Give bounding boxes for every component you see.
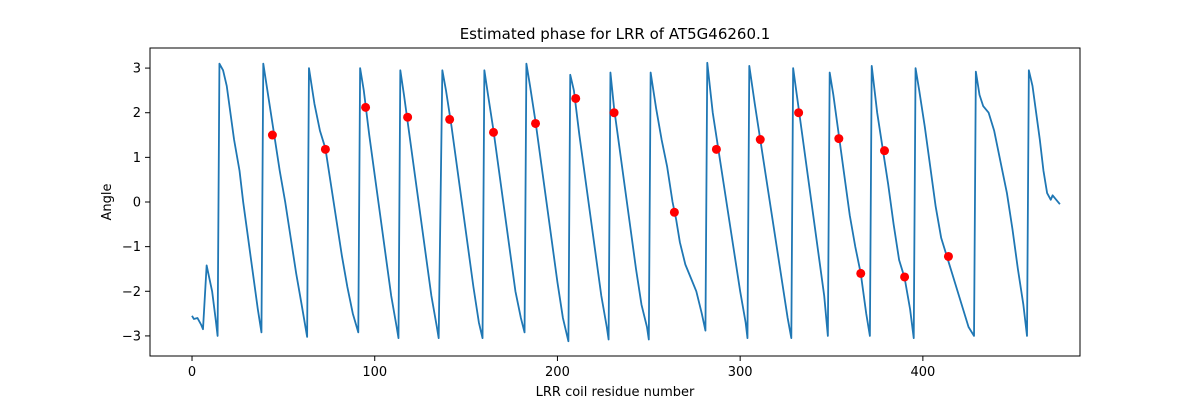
scatter-point bbox=[880, 146, 889, 156]
x-tick-label: 200 bbox=[545, 365, 570, 380]
scatter-point bbox=[609, 108, 619, 118]
scatter-point bbox=[943, 251, 953, 261]
y-tick-label: −2 bbox=[122, 285, 141, 300]
scatter-point bbox=[531, 118, 541, 128]
plot-area: 0 100 200 300 400 −3 −2 −1 0 1 2 3 bbox=[122, 47, 1081, 380]
scatter-point bbox=[403, 112, 413, 122]
x-tick-label: 100 bbox=[362, 365, 387, 380]
scatter-point bbox=[794, 108, 804, 118]
scatter-point bbox=[489, 127, 498, 137]
scatter-point bbox=[834, 134, 844, 144]
scatter-point bbox=[755, 135, 765, 145]
axes-frame bbox=[149, 47, 1081, 357]
x-tick-label: 300 bbox=[728, 365, 753, 380]
y-tick-label: 3 bbox=[133, 62, 141, 77]
scatter-point bbox=[320, 144, 330, 154]
y-tick-label: 1 bbox=[133, 151, 141, 166]
y-tick-label: 0 bbox=[133, 196, 141, 211]
y-axis-ticks: −3 −2 −1 0 1 2 3 bbox=[122, 62, 150, 344]
y-axis-label: Angle bbox=[100, 184, 115, 221]
line-series bbox=[191, 61, 1061, 343]
x-axis-ticks: 0 100 200 300 400 bbox=[188, 356, 935, 380]
scatter-point bbox=[361, 102, 371, 112]
phase-line bbox=[191, 61, 1061, 343]
scatter-point bbox=[445, 114, 455, 124]
y-tick-label: −1 bbox=[122, 240, 141, 255]
scatter-point bbox=[571, 93, 581, 103]
scatter-series bbox=[267, 93, 953, 282]
x-axis-label: LRR coil residue number bbox=[536, 385, 695, 400]
scatter-point bbox=[267, 130, 277, 140]
y-tick-label: −3 bbox=[122, 329, 141, 344]
scatter-point bbox=[856, 268, 866, 278]
chart-title: Estimated phase for LRR of AT5G46260.1 bbox=[460, 25, 771, 43]
y-tick-label: 2 bbox=[133, 106, 141, 121]
scatter-point bbox=[900, 272, 910, 282]
x-tick-label: 0 bbox=[188, 365, 196, 380]
x-tick-label: 400 bbox=[910, 365, 935, 380]
scatter-point bbox=[711, 144, 721, 154]
scatter-point bbox=[669, 207, 679, 217]
